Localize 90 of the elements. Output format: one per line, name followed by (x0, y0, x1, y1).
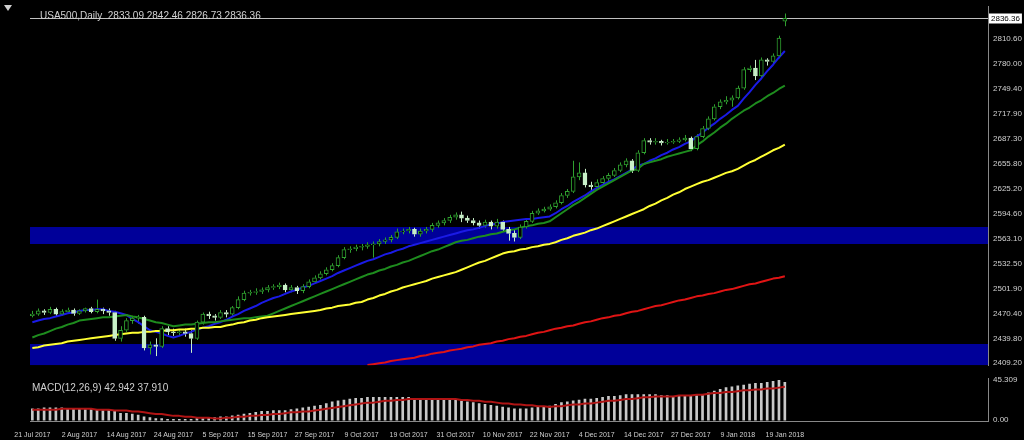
y-tick-label: 2501.90 (993, 283, 1023, 293)
bar (689, 396, 693, 421)
bar (701, 394, 704, 421)
bar (413, 397, 416, 421)
candlestick (453, 211, 458, 221)
candlestick (741, 66, 747, 91)
y-tick-label: 2532.50 (993, 258, 1023, 268)
candlestick (753, 59, 758, 81)
bar (712, 390, 716, 421)
bar (360, 397, 363, 421)
y-tick-label: 2810.60 (993, 34, 1023, 44)
bar (154, 418, 158, 421)
bar (354, 397, 358, 421)
candlestick (588, 181, 594, 191)
bar (119, 412, 122, 421)
bar (748, 383, 751, 421)
bar (542, 406, 546, 421)
candlestick (382, 236, 388, 245)
candlestick (41, 308, 47, 316)
bar (160, 418, 164, 421)
y-tick-label: 2470.40 (993, 309, 1023, 318)
bar (454, 399, 457, 421)
bar (466, 401, 469, 421)
bar (665, 395, 669, 421)
candlestick (71, 307, 76, 317)
bar (648, 394, 651, 421)
bar (377, 397, 381, 421)
y-tick-label: 2625.20 (993, 184, 1023, 194)
candlestick (664, 138, 670, 146)
bar (419, 397, 422, 421)
bar (113, 411, 116, 421)
candlestick (570, 160, 576, 194)
bar (618, 395, 622, 421)
bar (513, 408, 516, 421)
bar (654, 394, 657, 421)
bar (125, 412, 128, 421)
bar (607, 396, 610, 421)
y-tick-label: 2749.40 (993, 83, 1023, 93)
candlestick (153, 337, 159, 357)
candlestick (764, 57, 770, 67)
candlestick (370, 240, 376, 259)
bar (460, 400, 463, 421)
y-tick-label: 0.00 (993, 415, 1010, 425)
chart-title: MACD(12,26,9) 42.942 37.910 (32, 381, 169, 393)
bar (565, 401, 569, 421)
candlestick (247, 289, 253, 297)
y-tick-label: 2655.80 (993, 159, 1023, 169)
ref-line-label: 2836.36 (991, 13, 1021, 23)
bar (736, 385, 740, 421)
bar (695, 395, 698, 421)
bar (660, 395, 663, 421)
bar (765, 382, 769, 421)
bar (601, 397, 604, 421)
candlestick (506, 226, 511, 242)
bar (448, 399, 452, 421)
bar (495, 405, 499, 421)
y-tick-label: 2409.20 (993, 358, 1023, 368)
bar (501, 406, 504, 421)
bar (742, 384, 746, 421)
bar (371, 397, 375, 421)
y-tick-label: 2780.00 (993, 59, 1023, 69)
bar (107, 410, 111, 421)
bar (348, 398, 352, 421)
y-tick-label: 2563.10 (993, 234, 1023, 244)
bar (613, 396, 616, 421)
bar (642, 394, 646, 421)
y-tick-label: 2439.80 (993, 333, 1023, 343)
bar (401, 397, 405, 421)
bar (707, 392, 710, 421)
candlestick (758, 56, 764, 79)
y-tick-label: 45.309 (993, 375, 1019, 385)
bar (83, 409, 87, 421)
y-tick-label: 2687.30 (993, 133, 1023, 143)
bar (142, 416, 146, 421)
bar (754, 382, 757, 421)
candlestick (118, 325, 123, 343)
bar (130, 413, 134, 421)
bar (471, 402, 475, 421)
candlestick (259, 286, 264, 295)
bar (424, 397, 428, 421)
bar (507, 407, 510, 421)
candlestick (82, 308, 88, 313)
bar (407, 397, 410, 421)
y-tick-label: 2717.90 (993, 109, 1023, 119)
chart-title: USA500,Daily 2833.09 2842.46 2826.73 2836.36 (40, 9, 262, 21)
bar (366, 397, 369, 421)
bar (518, 408, 522, 421)
bar (759, 382, 763, 421)
y-tick-label: 2594.60 (993, 208, 1023, 218)
candlestick (306, 278, 311, 289)
